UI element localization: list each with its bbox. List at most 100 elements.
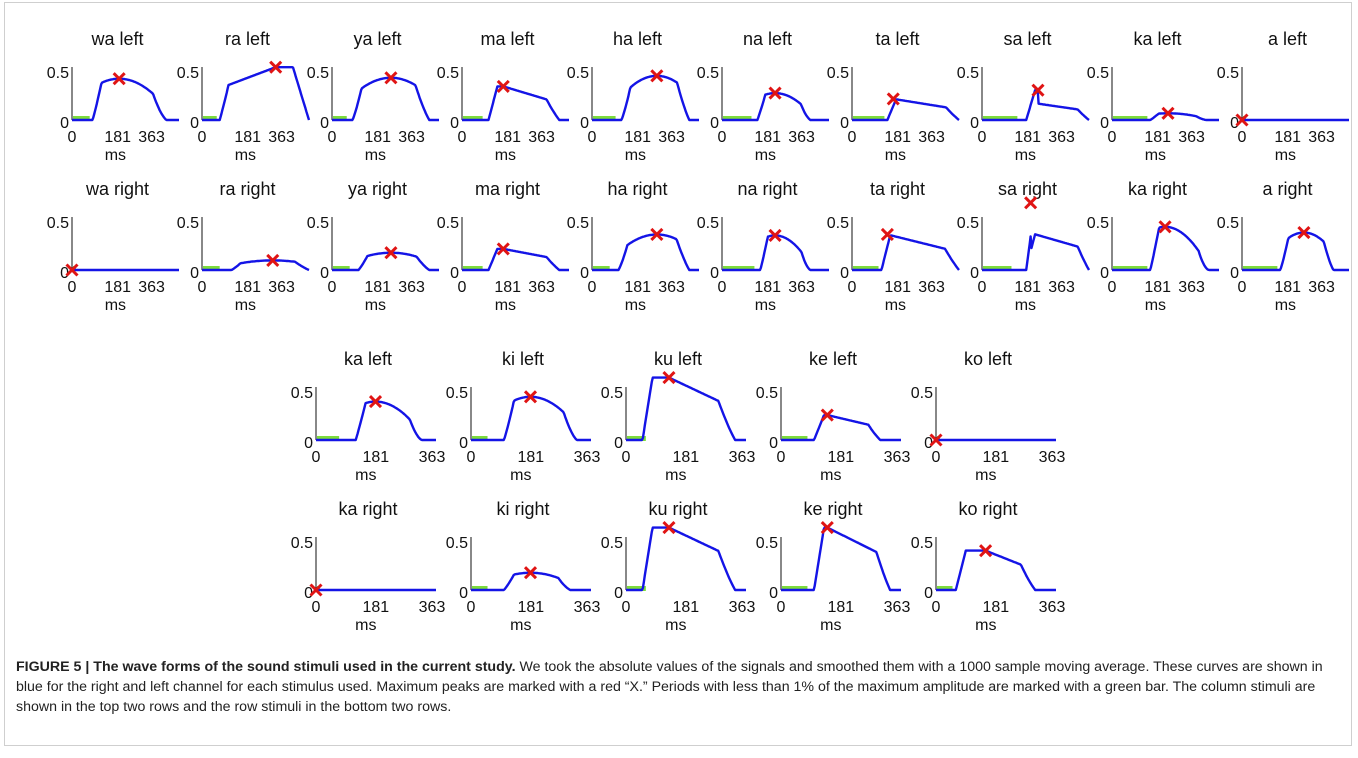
x-tick-label: 181 bbox=[1014, 129, 1041, 146]
x-tick-label: 363 bbox=[788, 129, 815, 146]
waveform-panel: ke left 0.5 00 181 363 ms bbox=[756, 349, 911, 484]
x-axis-label: ms bbox=[665, 467, 686, 484]
peak-marker bbox=[496, 79, 510, 93]
panel-title: ku left bbox=[654, 349, 702, 369]
y-tick-label: 0.5 bbox=[911, 535, 933, 552]
x-tick-label: 363 bbox=[138, 129, 165, 146]
waveform-curve bbox=[721, 91, 830, 122]
x-tick-label: 363 bbox=[398, 279, 425, 296]
silence-bar bbox=[723, 266, 755, 271]
x-tick-label: 0 bbox=[777, 449, 786, 466]
peak-marker-stroke bbox=[496, 242, 510, 256]
y-tick-label: 0.5 bbox=[601, 535, 623, 552]
peak-marker-stroke bbox=[266, 253, 280, 267]
y-tick-label: 0.5 bbox=[307, 215, 329, 232]
waveform-curve bbox=[201, 259, 310, 272]
x-axis-label: ms bbox=[355, 467, 376, 484]
waveform-panel: ma left 0.5 00 181 363 ms bbox=[437, 29, 570, 164]
x-tick-label: 363 bbox=[268, 129, 295, 146]
silence-bar bbox=[1113, 116, 1148, 121]
waveform-panel: sa left 0.5 00 181 363 ms bbox=[957, 29, 1090, 164]
y-tick-label: 0 bbox=[710, 265, 719, 282]
x-tick-label: 181 bbox=[672, 599, 699, 616]
peak-marker bbox=[768, 228, 782, 243]
y-tick-label: 0 bbox=[769, 435, 778, 452]
x-tick-label: 181 bbox=[517, 599, 544, 616]
silence-bar bbox=[1113, 266, 1148, 271]
x-tick-label: 0 bbox=[932, 599, 941, 616]
x-axis-label: ms bbox=[1015, 297, 1036, 314]
y-tick-label: 0 bbox=[304, 435, 313, 452]
y-tick-label: 0.5 bbox=[437, 65, 459, 82]
x-axis-label: ms bbox=[665, 617, 686, 634]
y-tick-label: 0.5 bbox=[697, 65, 719, 82]
waveform-panel: wa left 0.5 00 181 363 ms bbox=[47, 29, 180, 164]
peak-marker bbox=[820, 408, 834, 422]
y-tick-label: 0.5 bbox=[957, 215, 979, 232]
peak-marker bbox=[768, 86, 782, 100]
y-tick-label: 0.5 bbox=[827, 65, 849, 82]
x-tick-label: 0 bbox=[978, 129, 987, 146]
y-tick-label: 0 bbox=[924, 585, 933, 602]
peak-marker-stroke bbox=[384, 71, 398, 85]
silence-bar bbox=[593, 266, 610, 271]
x-tick-label: 363 bbox=[1308, 129, 1335, 146]
waveform-panel: ke right 0.5 00 181 363 ms bbox=[756, 499, 911, 634]
peak-marker bbox=[662, 521, 676, 535]
waveform-curve bbox=[461, 247, 570, 272]
waveform-panel: ka left 0.5 00 181 363 ms bbox=[291, 349, 446, 484]
x-tick-label: 181 bbox=[1274, 279, 1301, 296]
panel-title: ma left bbox=[480, 29, 534, 49]
x-tick-label: 181 bbox=[494, 129, 521, 146]
silence-bar bbox=[853, 266, 879, 271]
x-axis-label: ms bbox=[1145, 147, 1166, 164]
silence-bar bbox=[463, 266, 483, 271]
peak-marker-stroke bbox=[880, 227, 894, 242]
waveform-curve bbox=[851, 234, 960, 272]
peak-marker bbox=[1161, 106, 1175, 120]
peak-marker bbox=[112, 72, 126, 86]
y-tick-label: 0 bbox=[840, 265, 849, 282]
x-tick-label: 363 bbox=[729, 449, 756, 466]
x-tick-label: 181 bbox=[362, 599, 389, 616]
x-tick-label: 0 bbox=[458, 129, 467, 146]
waveform-curve bbox=[780, 526, 902, 592]
x-tick-label: 0 bbox=[328, 279, 337, 296]
x-axis-label: ms bbox=[235, 147, 256, 164]
silence-bar bbox=[627, 436, 646, 441]
panel-title: sa left bbox=[1003, 29, 1051, 49]
waveform-panel: ko right 0.5 00 181 363 ms bbox=[911, 499, 1066, 634]
peak-marker-stroke bbox=[523, 566, 538, 580]
waveform-curve bbox=[591, 233, 700, 272]
silence-bar bbox=[73, 116, 90, 121]
waveform-panel: ku right 0.5 00 181 363 ms bbox=[601, 499, 756, 634]
y-tick-label: 0 bbox=[60, 265, 69, 282]
peak-marker-stroke bbox=[1158, 220, 1172, 234]
panel-title: ya left bbox=[353, 29, 401, 49]
waveform-curve bbox=[1111, 112, 1220, 122]
y-tick-label: 0 bbox=[580, 115, 589, 132]
y-tick-label: 0.5 bbox=[177, 65, 199, 82]
y-tick-label: 0 bbox=[1230, 115, 1239, 132]
silence-bar bbox=[1243, 266, 1278, 271]
waveform-curve bbox=[1241, 231, 1350, 272]
x-tick-label: 0 bbox=[198, 279, 207, 296]
panel-title: wa right bbox=[85, 179, 149, 199]
x-tick-label: 363 bbox=[884, 449, 911, 466]
x-tick-label: 181 bbox=[982, 599, 1009, 616]
panel-title: na right bbox=[737, 179, 797, 199]
peak-marker-stroke bbox=[269, 60, 283, 74]
y-tick-label: 0.5 bbox=[446, 385, 468, 402]
y-tick-label: 0 bbox=[840, 115, 849, 132]
x-axis-label: ms bbox=[625, 147, 646, 164]
silence-bar bbox=[627, 586, 646, 591]
peak-marker bbox=[820, 521, 834, 535]
peak-marker bbox=[880, 227, 894, 242]
peak-marker bbox=[886, 92, 900, 106]
peak-marker-stroke bbox=[768, 86, 782, 100]
y-tick-label: 0.5 bbox=[47, 215, 69, 232]
panel-title: ya right bbox=[348, 179, 407, 199]
peak-marker-stroke bbox=[1024, 196, 1038, 210]
panel-title: a right bbox=[1262, 179, 1312, 199]
